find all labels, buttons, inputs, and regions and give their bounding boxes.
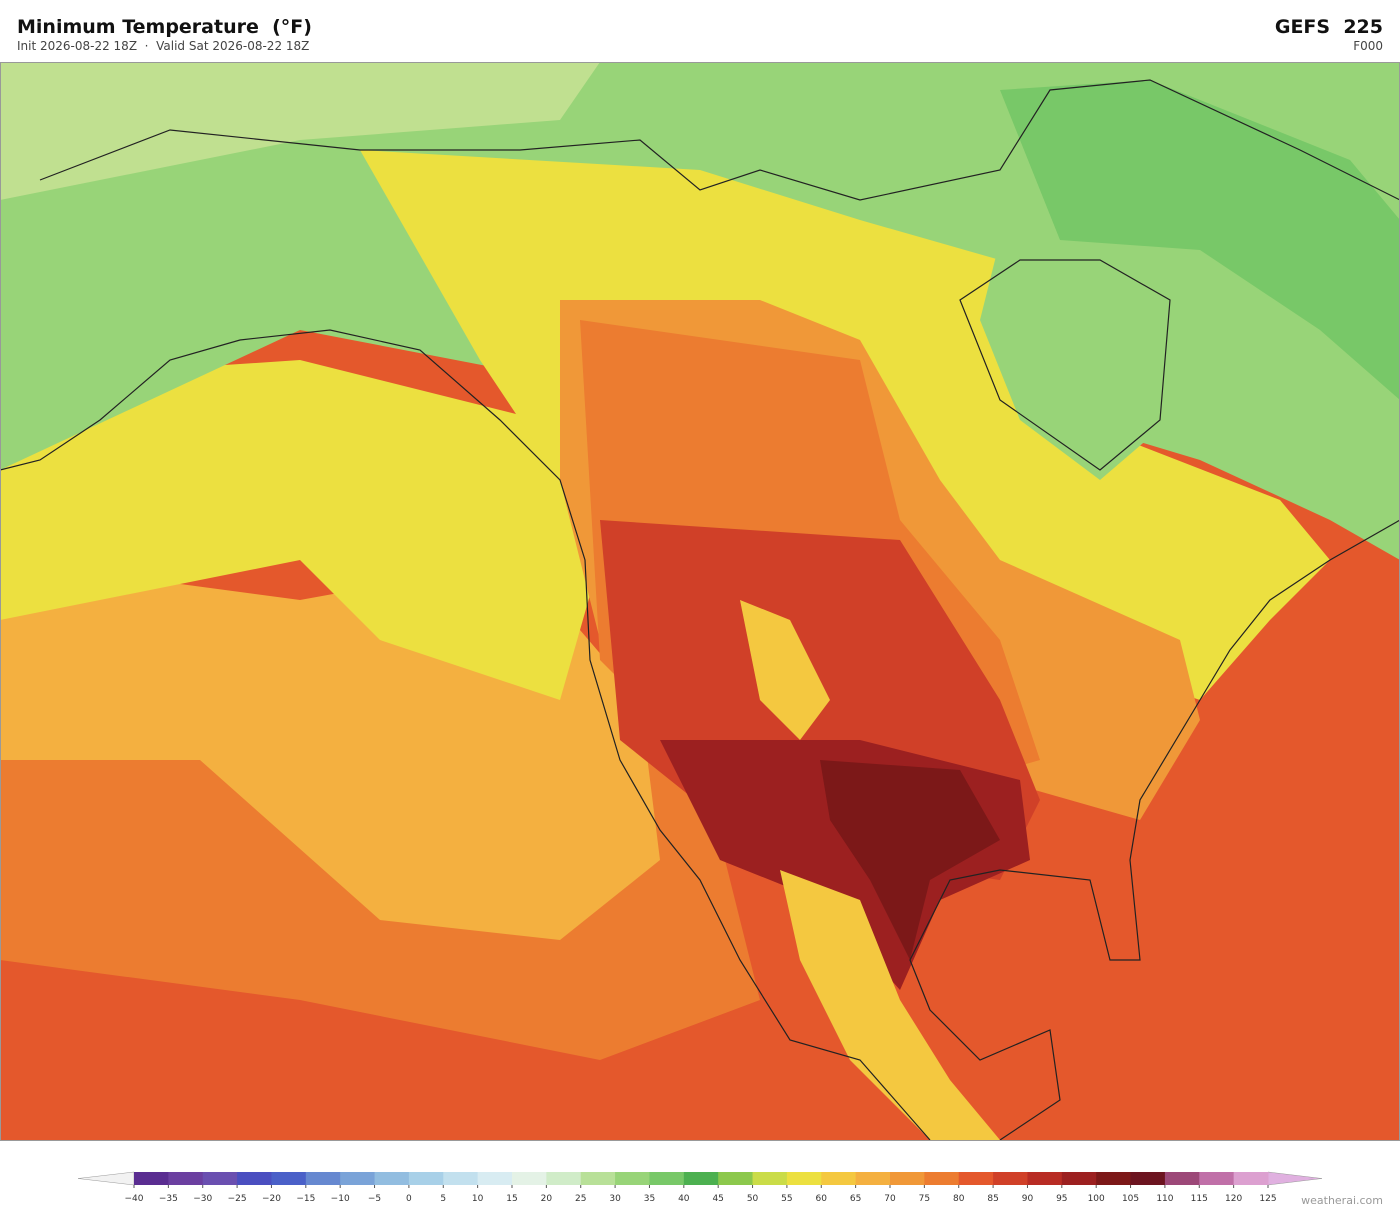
colorbar-segment: [168, 1172, 204, 1185]
map-title: Minimum Temperature (°F): [17, 16, 312, 38]
colorbar-segment: [134, 1172, 169, 1185]
colorbar-segment: [1027, 1172, 1063, 1185]
colorbar-segment: [683, 1172, 719, 1185]
colorbar-segment: [477, 1172, 513, 1185]
colorbar-tick-label: −10: [331, 1194, 350, 1204]
colorbar-segment: [615, 1172, 650, 1185]
colorbar-segment: [512, 1172, 547, 1185]
colorbar-tick-label: 75: [919, 1194, 930, 1204]
colorbar-tick-label: 15: [506, 1194, 517, 1204]
colorbar-over: [1267, 1171, 1323, 1186]
colorbar-tick-label: 60: [816, 1194, 828, 1204]
colorbar-segment: [993, 1172, 1028, 1185]
colorbar-segment: [1130, 1172, 1166, 1185]
temperature-field: [0, 62, 1400, 1140]
colorbar-segment: [202, 1172, 238, 1185]
colorbar-tick-label: 95: [1056, 1194, 1067, 1204]
colorbar-tick-label: 35: [644, 1194, 655, 1204]
colorbar-segment: [237, 1172, 272, 1185]
colorbar-tick-label: 10: [472, 1194, 484, 1204]
colorbar-segment: [408, 1172, 444, 1185]
colorbar-tick-label: −40: [125, 1194, 144, 1204]
colorbar-under: [77, 1171, 135, 1186]
colorbar-segment: [786, 1172, 822, 1185]
colorbar-tick-label: 80: [953, 1194, 965, 1204]
colorbar-tick-label: 100: [1088, 1194, 1105, 1204]
colorbar-tick-label: 45: [712, 1194, 723, 1204]
colorbar-segment: [1164, 1172, 1200, 1185]
colorbar-tick-label: 20: [541, 1194, 553, 1204]
colorbar-segment: [1233, 1172, 1269, 1185]
colorbar-segment: [752, 1172, 788, 1185]
colorbar-tick-label: 110: [1156, 1194, 1173, 1204]
colorbar-tick-label: 120: [1225, 1194, 1242, 1204]
colorbar-segment: [855, 1172, 891, 1185]
colorbar-segment: [1061, 1172, 1097, 1185]
colorbar-tick-label: 85: [987, 1194, 998, 1204]
colorbar-segment: [649, 1172, 685, 1185]
colorbar-tick-label: 70: [884, 1194, 896, 1204]
colorbar-segment: [924, 1172, 960, 1185]
watermark: weatherai.com: [1301, 1194, 1383, 1207]
colorbar-segment: [580, 1172, 616, 1185]
colorbar-segment: [546, 1172, 582, 1185]
colorbar-tick-label: 65: [850, 1194, 861, 1204]
colorbar-tick-label: 0: [406, 1194, 412, 1204]
colorbar-segment: [1096, 1172, 1132, 1185]
colorbar-tick-label: 5: [440, 1194, 446, 1204]
colorbar-tick-label: −20: [262, 1194, 281, 1204]
colorbar-segment: [821, 1172, 857, 1185]
colorbar-tick-label: −35: [159, 1194, 178, 1204]
model-name: GEFS 225: [1274, 16, 1383, 38]
colorbar-segment: [305, 1172, 341, 1185]
map-subtitle: Init 2026-08-22 18Z · Valid Sat 2026-08-…: [17, 39, 310, 53]
colorbar-tick-label: 115: [1191, 1194, 1208, 1204]
colorbar-tick-label: −15: [296, 1194, 315, 1204]
colorbar-segment: [340, 1172, 376, 1185]
colorbar-segment: [1199, 1172, 1235, 1185]
colorbar-segment: [890, 1172, 925, 1185]
colorbar-tick-label: −30: [193, 1194, 212, 1204]
colorbar-segment: [443, 1172, 479, 1185]
colorbar-segment: [271, 1172, 307, 1185]
colorbar-tick-label: 40: [678, 1194, 690, 1204]
colorbar-tick-label: −5: [368, 1194, 381, 1204]
colorbar-tick-label: 55: [781, 1194, 792, 1204]
colorbar-tick-label: 105: [1122, 1194, 1139, 1204]
colorbar-segment: [374, 1172, 410, 1185]
colorbar-tick-label: −25: [228, 1194, 247, 1204]
colorbar-tick-label: 25: [575, 1194, 586, 1204]
forecast-hour: F000: [1353, 39, 1383, 53]
colorbar-tick-label: 30: [609, 1194, 621, 1204]
colorbar-tick-label: 90: [1022, 1194, 1034, 1204]
colorbar-tick-label: 125: [1259, 1194, 1276, 1204]
colorbar-tick-label: 50: [747, 1194, 759, 1204]
colorbar-segment: [958, 1172, 994, 1185]
colorbar-segment: [718, 1172, 754, 1185]
coastline: [0, 79, 1400, 1141]
